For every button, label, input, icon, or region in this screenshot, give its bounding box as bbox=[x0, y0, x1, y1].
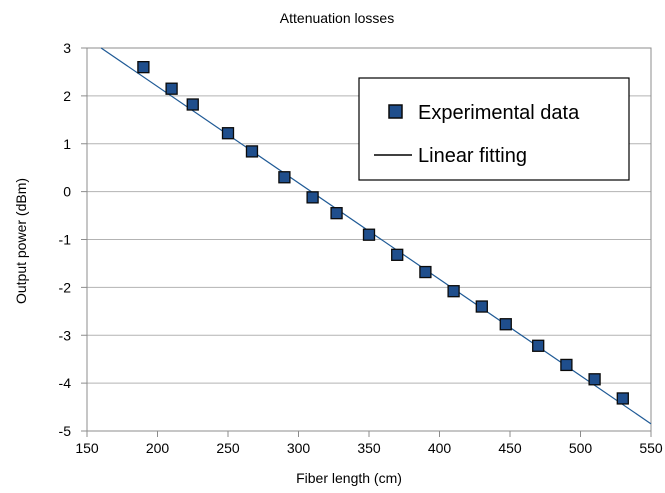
data-point bbox=[165, 82, 178, 95]
legend-label-linear-fitting: Linear fitting bbox=[418, 145, 527, 167]
y-tick-label: -3 bbox=[59, 327, 72, 343]
data-point bbox=[447, 285, 460, 298]
data-point bbox=[278, 171, 291, 184]
x-tick-label: 300 bbox=[287, 440, 311, 456]
x-tick-label: 550 bbox=[639, 440, 663, 456]
data-point bbox=[186, 98, 199, 111]
data-point bbox=[245, 145, 259, 158]
y-tick-label: 1 bbox=[63, 136, 71, 152]
x-axis-ticks: 150 200 250 300 350 400 450 500 550 bbox=[75, 431, 663, 456]
data-point bbox=[221, 127, 235, 140]
y-axis-label: Output power (dBm) bbox=[13, 178, 29, 304]
y-tick-label: -5 bbox=[59, 423, 72, 439]
x-axis-label: Fiber length (cm) bbox=[296, 470, 402, 486]
y-tick-label: 3 bbox=[63, 40, 71, 56]
data-point bbox=[532, 339, 545, 352]
data-point bbox=[330, 207, 343, 220]
x-tick-label: 350 bbox=[357, 440, 381, 456]
x-tick-label: 500 bbox=[569, 440, 593, 456]
legend-box bbox=[358, 77, 630, 181]
y-tick-label: -4 bbox=[59, 375, 72, 391]
data-point bbox=[499, 318, 512, 331]
data-point bbox=[137, 61, 150, 74]
data-point bbox=[588, 373, 601, 386]
data-point bbox=[560, 358, 573, 372]
x-tick-label: 400 bbox=[428, 440, 452, 456]
x-tick-label: 250 bbox=[216, 440, 240, 456]
x-tick-label: 200 bbox=[146, 440, 170, 456]
data-point bbox=[475, 300, 488, 313]
data-point bbox=[419, 265, 432, 279]
data-point bbox=[306, 191, 319, 204]
y-tick-label: 2 bbox=[63, 88, 71, 104]
experimental-data-series bbox=[137, 61, 629, 405]
y-axis-ticks: -5 -4 -3 -2 -1 0 1 2 3 bbox=[59, 40, 87, 439]
x-tick-label: 450 bbox=[498, 440, 522, 456]
data-point bbox=[616, 392, 629, 405]
data-point bbox=[391, 248, 404, 261]
y-tick-label: -2 bbox=[59, 279, 72, 295]
chart-title: Attenuation losses bbox=[280, 10, 394, 26]
x-tick-label: 150 bbox=[75, 440, 99, 456]
legend-label-experimental: Experimental data bbox=[418, 102, 580, 124]
legend-square-marker-icon bbox=[388, 104, 403, 119]
chart-legend: Experimental data Linear fitting bbox=[358, 77, 630, 181]
y-tick-label: -1 bbox=[59, 232, 72, 248]
y-tick-label: 0 bbox=[63, 184, 71, 200]
data-point bbox=[362, 228, 376, 241]
